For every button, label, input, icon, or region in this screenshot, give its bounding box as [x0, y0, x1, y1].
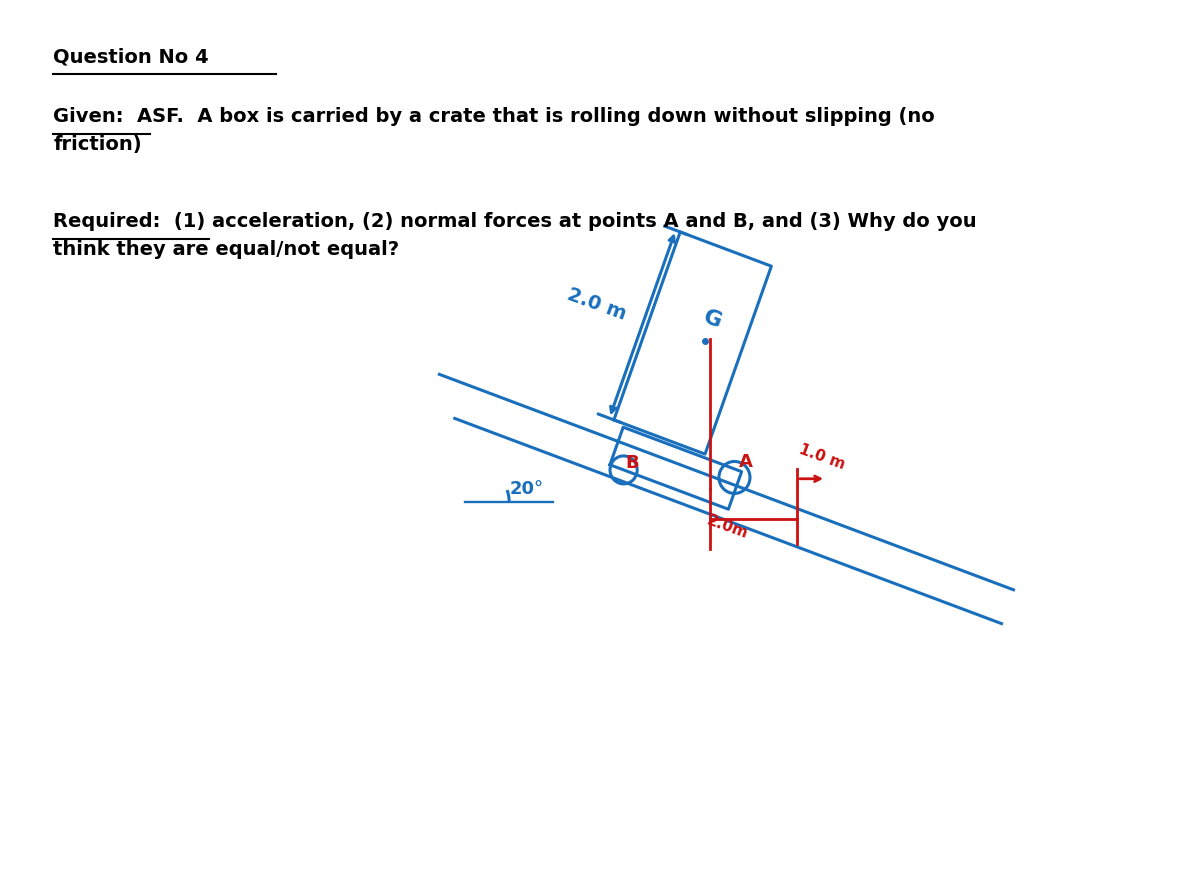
Text: 2.0 m: 2.0 m	[564, 285, 629, 323]
Text: 2.0m: 2.0m	[704, 513, 750, 541]
Text: B: B	[625, 454, 640, 472]
Text: G: G	[701, 307, 725, 332]
Text: 20°: 20°	[509, 480, 544, 498]
Text: Required:  (1) acceleration, (2) normal forces at points A and B, and (3) Why do: Required: (1) acceleration, (2) normal f…	[53, 212, 977, 259]
Text: 1.0 m: 1.0 m	[797, 442, 847, 472]
Text: A: A	[739, 453, 754, 472]
Text: Given:  ASF.  A box is carried by a crate that is rolling down without slipping : Given: ASF. A box is carried by a crate …	[53, 107, 935, 154]
Text: Question No 4: Question No 4	[53, 47, 209, 66]
